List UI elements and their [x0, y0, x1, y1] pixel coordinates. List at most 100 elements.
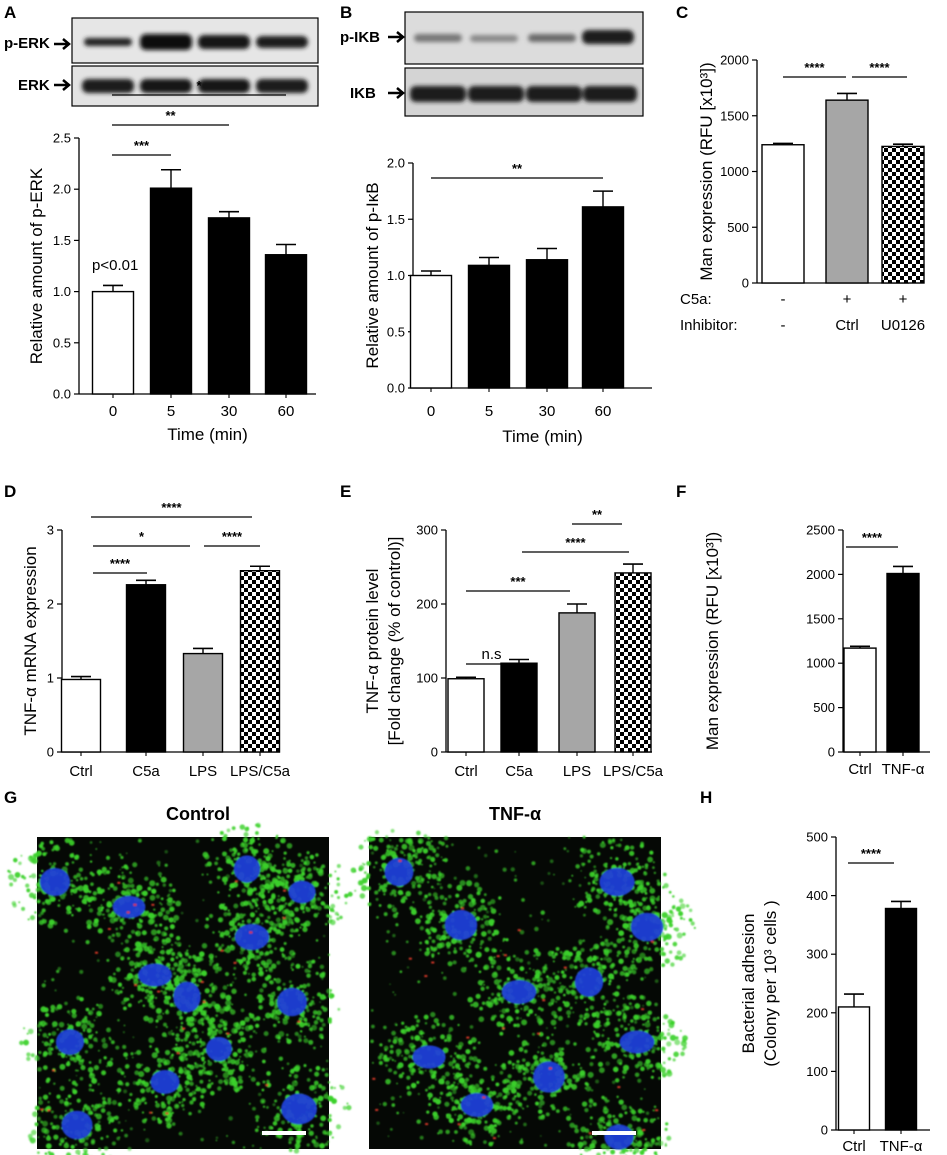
fluorescence-speckle [644, 1141, 651, 1148]
fluorescence-speckle [124, 939, 130, 944]
fluorescence-speckle [291, 935, 294, 937]
bacterium [202, 1000, 206, 1003]
fluorescence-speckle [72, 1056, 76, 1060]
fluorescence-speckle [564, 986, 566, 988]
fluorescence-speckle [508, 955, 511, 958]
fluorescence-speckle [171, 1122, 176, 1126]
fluorescence-speckle [560, 970, 565, 974]
fluorescence-speckle [447, 883, 452, 889]
fluorescence-speckle [281, 863, 285, 867]
fluorescence-speckle [63, 1142, 70, 1149]
fluorescence-speckle [95, 1016, 98, 1019]
bacterium [425, 1123, 429, 1126]
fluorescence-speckle [169, 1002, 174, 1007]
fluorescence-speckle [164, 1049, 171, 1056]
fluorescence-speckle [315, 939, 319, 942]
fluorescence-speckle [531, 1032, 536, 1036]
fluorescence-speckle [553, 1026, 557, 1029]
fluorescence-speckle [258, 1004, 264, 1010]
fluorescence-speckle [563, 847, 567, 851]
fluorescence-speckle [477, 846, 481, 850]
fluorescence-speckle [537, 1095, 541, 1099]
fluorescence-speckle [429, 945, 432, 948]
fluorescence-speckle [652, 1017, 657, 1022]
fluorescence-speckle [445, 1093, 450, 1097]
fluorescence-speckle [459, 1124, 464, 1130]
fluorescence-speckle [634, 901, 637, 904]
fluorescence-speckle [557, 1056, 564, 1063]
fluorescence-speckle [476, 891, 481, 896]
fluorescence-speckle [659, 1031, 665, 1037]
fluorescence-speckle [534, 1101, 540, 1106]
fluorescence-speckle [288, 980, 292, 984]
fluorescence-speckle [609, 1115, 612, 1118]
bar [500, 662, 538, 753]
fluorescence-speckle [387, 1135, 390, 1138]
x-tick-label: C5a [505, 763, 533, 780]
fluorescence-speckle [39, 1028, 42, 1032]
fluorescence-speckle [514, 1009, 520, 1014]
blot-label-ikb: IKB [350, 85, 376, 102]
fluorescence-speckle [678, 955, 684, 961]
fluorescence-speckle [122, 883, 128, 890]
fluorescence-speckle [294, 1031, 299, 1037]
fluorescence-speckle [323, 1093, 329, 1100]
fluorescence-speckle [545, 1112, 550, 1117]
fluorescence-speckle [589, 1123, 592, 1126]
fluorescence-speckle [603, 956, 607, 961]
fluorescence-speckle [653, 1118, 656, 1121]
fluorescence-speckle [483, 983, 485, 986]
fluorescence-speckle [498, 896, 502, 900]
fluorescence-speckle [420, 1032, 423, 1036]
fluorescence-speckle [458, 1103, 461, 1106]
fluorescence-speckle [433, 1017, 439, 1024]
fluorescence-speckle [634, 1064, 640, 1069]
fluorescence-speckle [48, 919, 55, 925]
fluorescence-speckle [110, 1057, 114, 1061]
fluorescence-speckle [663, 1014, 669, 1020]
fluorescence-speckle [170, 957, 175, 962]
nucleus [460, 1093, 494, 1117]
fluorescence-speckle [184, 1085, 187, 1089]
fluorescence-speckle [88, 908, 94, 913]
bacterium [200, 981, 204, 984]
fluorescence-speckle [600, 957, 603, 961]
fluorescence-speckle [546, 919, 550, 922]
significance-label: *** [510, 574, 526, 589]
fluorescence-speckle [281, 954, 286, 958]
fluorescence-speckle [306, 1078, 311, 1082]
fluorescence-speckle [605, 999, 609, 1004]
fluorescence-speckle [267, 915, 271, 920]
fluorescence-speckle [117, 991, 120, 995]
fluorescence-speckle [622, 1016, 627, 1021]
fluorescence-speckle [591, 872, 595, 876]
fluorescence-speckle [180, 911, 184, 915]
fluorescence-speckle [120, 1071, 125, 1075]
fluorescence-speckle [619, 970, 625, 976]
fluorescence-speckle [165, 949, 172, 955]
fluorescence-speckle [342, 1105, 347, 1110]
fluorescence-speckle [607, 1113, 612, 1119]
fluorescence-speckle [173, 1004, 176, 1008]
fluorescence-speckle [238, 1078, 244, 1085]
fluorescence-speckle [196, 958, 200, 961]
fluorescence-speckle [76, 1054, 82, 1061]
fluorescence-speckle [662, 1061, 666, 1065]
fluorescence-speckle [249, 1035, 253, 1039]
fluorescence-speckle [629, 1026, 635, 1032]
fluorescence-speckle [59, 1137, 65, 1143]
fluorescence-speckle [275, 836, 278, 840]
fluorescence-speckle [84, 876, 88, 881]
fluorescence-speckle [643, 1117, 649, 1123]
fluorescence-speckle [243, 913, 246, 917]
fluorescence-speckle [87, 1110, 93, 1116]
fluorescence-speckle [255, 892, 259, 896]
fluorescence-speckle [162, 990, 167, 996]
fluorescence-speckle [319, 1001, 322, 1003]
fluorescence-speckle [157, 1117, 161, 1121]
nucleus [281, 1093, 317, 1125]
fluorescence-speckle [249, 953, 255, 959]
fluorescence-speckle [149, 1002, 152, 1005]
fluorescence-speckle [220, 868, 223, 871]
